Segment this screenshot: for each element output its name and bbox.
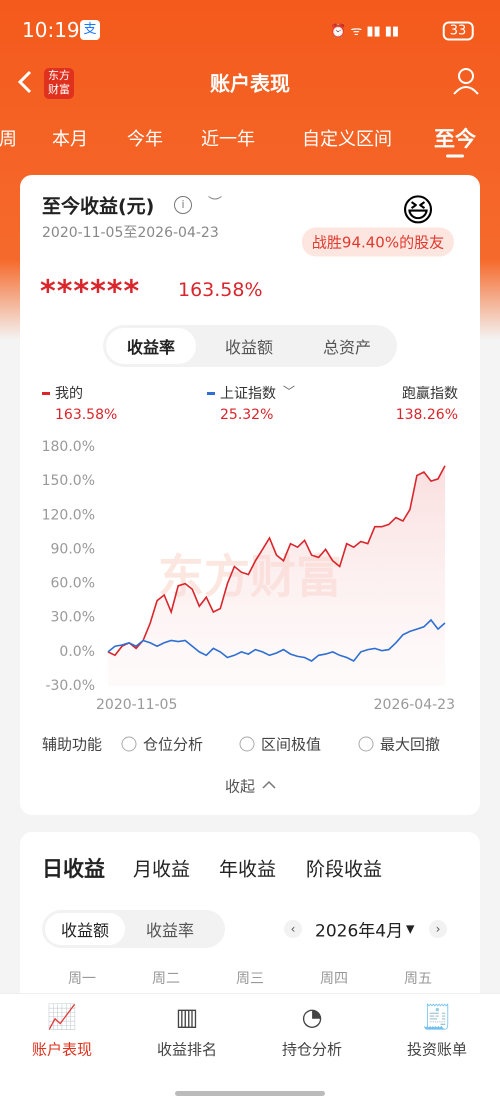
rank-badge: 战胜94.40%的股友 <box>301 227 455 257</box>
tab-underline <box>446 154 464 158</box>
weekday: 周四 <box>320 971 348 987</box>
nav-icon[interactable]: 🧾 <box>422 1003 452 1031</box>
y-tick-label: 60.0% <box>51 576 95 592</box>
area <box>108 465 445 686</box>
x-tick-label: 2026-04-23 <box>374 697 455 713</box>
x-tick-label: 2020-11-05 <box>96 697 177 713</box>
legend-swatch <box>207 392 215 395</box>
legend-value: 25.32% <box>220 407 274 423</box>
info-icon[interactable]: i <box>174 196 192 214</box>
nav-icon[interactable]: 📈 <box>47 1003 77 1031</box>
battery: 33 <box>442 21 474 41</box>
daily-tab[interactable]: 日收益 <box>42 857 105 881</box>
aux-option[interactable]: 仓位分析 <box>143 735 204 754</box>
status-icons: ⏰ ᯤ ▮▮ ▮▮ <box>330 24 400 39</box>
collapse-button[interactable]: 收起 <box>224 777 256 796</box>
period-tab[interactable]: 今年 <box>127 129 163 150</box>
daily-tab[interactable]: 月收益 <box>133 858 191 881</box>
emoji: 😆 <box>401 191 435 229</box>
y-tick-label: 30.0% <box>51 610 95 626</box>
next-month[interactable]: › <box>429 920 447 938</box>
period-tab[interactable]: 周 <box>0 129 17 150</box>
eye-icon[interactable]: ︶ <box>208 196 222 212</box>
user-icon[interactable] <box>452 66 484 98</box>
radio[interactable] <box>239 736 255 752</box>
alipay-icon: 支 <box>80 20 100 40</box>
chart-tab[interactable]: 总资产 <box>322 338 372 357</box>
weekday: 周五 <box>404 971 432 987</box>
aux-option[interactable]: 区间极值 <box>261 735 322 754</box>
legend-value: 163.58% <box>55 407 118 423</box>
nav-label[interactable]: 持仓分析 <box>281 1040 343 1059</box>
month-picker[interactable]: 2026年4月 <box>315 921 404 942</box>
excess-name: 跑赢指数 <box>402 386 458 402</box>
month-caret: ▼ <box>406 922 415 936</box>
legend-name[interactable]: 上证指数 <box>220 386 276 402</box>
y-tick-label: -30.0% <box>45 678 95 694</box>
radio[interactable] <box>121 736 137 752</box>
aux-label: 辅助功能 <box>42 735 103 754</box>
line <box>107 465 446 657</box>
weekday: 周三 <box>236 971 264 987</box>
back-button[interactable] <box>14 68 38 96</box>
y-tick-label: 180.0% <box>42 439 95 455</box>
daily-tab[interactable]: 阶段收益 <box>306 858 383 881</box>
line <box>107 618 446 663</box>
status-time: 10:19 <box>22 18 80 42</box>
aux-option[interactable]: 最大回撤 <box>380 735 441 754</box>
bottom-nav <box>0 993 500 1106</box>
logo-line: 财富 <box>48 83 70 96</box>
nav-label[interactable]: 账户表现 <box>31 1040 93 1059</box>
period-tab[interactable]: 近一年 <box>201 129 255 150</box>
legend-swatch <box>42 392 50 395</box>
date-range: 2020-11-05至2026-04-23 <box>42 225 219 241</box>
masked-amount: ****** <box>40 274 141 310</box>
logo-line: 东方 <box>48 69 70 82</box>
nav-icon[interactable]: ◔ <box>301 1003 323 1031</box>
excess-value: 138.26% <box>395 407 458 423</box>
collapse-caret <box>262 780 276 789</box>
chart-tab[interactable]: 收益率 <box>126 338 176 357</box>
chart-tab[interactable]: 收益额 <box>224 338 274 357</box>
summary-title: 至今收益(元) <box>42 195 155 218</box>
period-tab[interactable]: 自定义区间 <box>302 129 392 150</box>
chart-tab-selected <box>106 328 196 364</box>
logo: 东方 财富 <box>44 68 74 99</box>
toggle-option[interactable]: 收益率 <box>145 921 195 940</box>
period-tab[interactable]: 至今 <box>434 127 476 151</box>
summary-card <box>20 175 480 815</box>
weekday: 周一 <box>68 971 96 987</box>
nav-icon[interactable]: ▥ <box>175 1003 199 1031</box>
y-tick-label: 120.0% <box>42 507 95 523</box>
toggle-option[interactable]: 收益额 <box>60 921 110 940</box>
home-indicator <box>175 1091 325 1096</box>
y-tick-label: 90.0% <box>51 541 95 557</box>
nav-label[interactable]: 投资账单 <box>406 1040 468 1059</box>
nav-label[interactable]: 收益排名 <box>156 1040 218 1059</box>
radio[interactable] <box>358 736 374 752</box>
period-tab[interactable]: 本月 <box>52 129 88 150</box>
y-tick-label: 150.0% <box>42 473 95 489</box>
toggle-selected <box>45 913 125 945</box>
weekday: 周二 <box>152 971 180 987</box>
dropdown-arrow[interactable]: ﹀ <box>283 384 296 399</box>
y-tick-label: 0.0% <box>59 644 95 660</box>
prev-month[interactable]: ‹ <box>284 920 302 938</box>
page-title: 账户表现 <box>210 71 290 96</box>
legend-name: 我的 <box>55 386 83 402</box>
daily-tab[interactable]: 年收益 <box>219 858 277 881</box>
total-return: 163.58% <box>178 279 263 301</box>
